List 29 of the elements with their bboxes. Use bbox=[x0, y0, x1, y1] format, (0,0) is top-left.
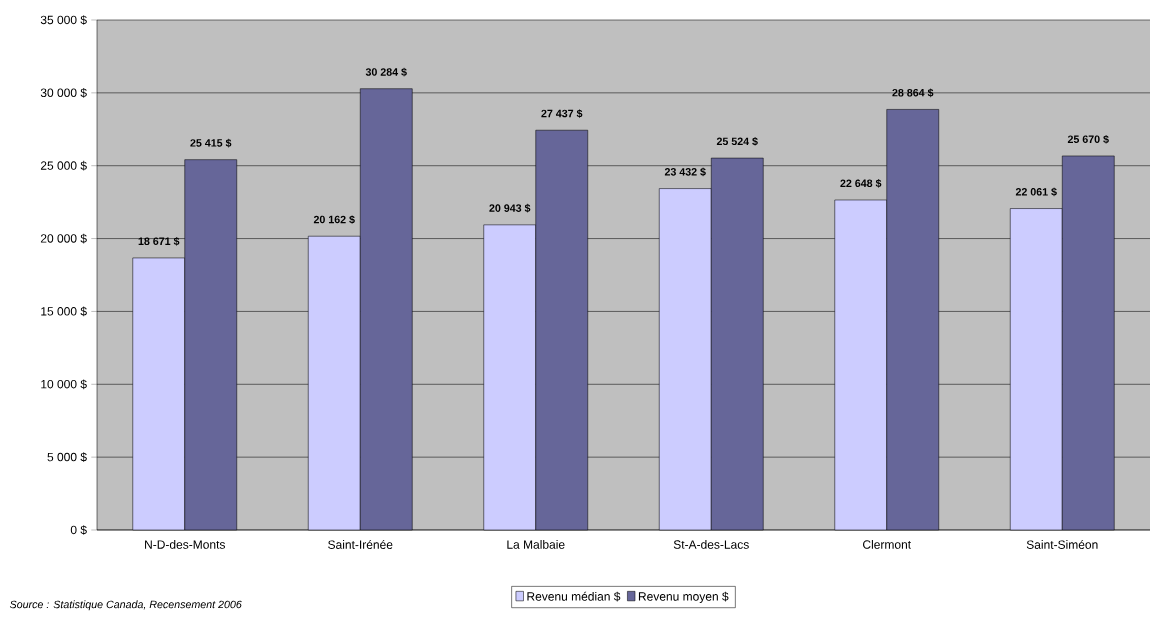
x-tick-label: Saint-Siméon bbox=[1026, 539, 1098, 549]
y-tick-label: 25 000 $ bbox=[40, 160, 87, 171]
x-tick-label: La Malbaie bbox=[507, 539, 565, 549]
data-label: 20 162 $ bbox=[313, 215, 355, 224]
data-label: 22 061 $ bbox=[1015, 187, 1057, 197]
y-tick-label: 0 $ bbox=[70, 525, 87, 535]
x-tick-label: Saint-Irénée bbox=[328, 539, 393, 549]
data-label: 30 284 $ bbox=[365, 67, 407, 77]
y-tick-label: 35 000 $ bbox=[40, 15, 87, 25]
y-tick-label: 20 000 $ bbox=[40, 233, 87, 244]
data-label: 23 432 $ bbox=[664, 167, 706, 177]
data-label: 25 670 $ bbox=[1067, 134, 1109, 144]
y-tick-label: 10 000 $ bbox=[41, 379, 87, 390]
y-tick-label: 5 000 $ bbox=[47, 452, 87, 463]
data-label: 18 671 $ bbox=[138, 236, 180, 246]
x-tick-label: St-A-des-Lacs bbox=[673, 539, 749, 549]
data-label: 25 415 $ bbox=[190, 138, 232, 148]
data-label: 28 864 $ bbox=[892, 88, 934, 98]
y-tick-label: 30 000 $ bbox=[40, 87, 87, 98]
data-label: 25 524 $ bbox=[716, 137, 758, 146]
legend-label: Revenu moyen $ bbox=[638, 591, 729, 604]
x-tick-label: Clermont bbox=[863, 539, 911, 549]
legend-label: Revenu médian $ bbox=[527, 591, 621, 602]
y-tick-label: 15 000 $ bbox=[41, 306, 87, 317]
data-label: 27 437 $ bbox=[541, 109, 583, 118]
source-note: Source : Statistique Canada, Recensement 2006 bbox=[9, 600, 242, 611]
data-label: 22 648 $ bbox=[840, 179, 882, 188]
data-label: 20 943 $ bbox=[489, 203, 531, 213]
x-tick-label: N-D-des-Monts bbox=[145, 539, 225, 549]
